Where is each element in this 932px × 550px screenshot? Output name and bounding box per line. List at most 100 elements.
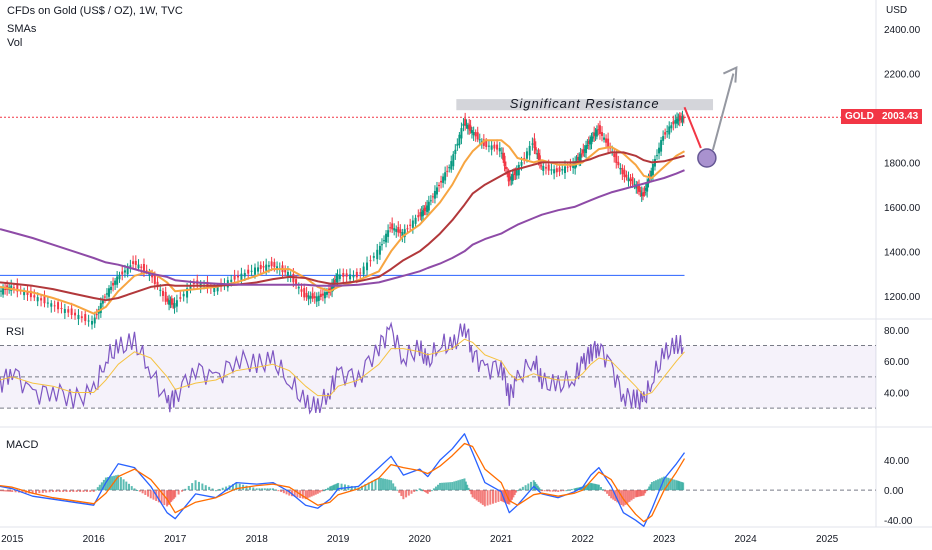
candle-body	[145, 270, 148, 272]
candle-body	[433, 190, 436, 199]
macd-histogram-bar	[637, 490, 640, 497]
candle-body	[389, 227, 392, 229]
candle-body	[660, 140, 663, 152]
candle-body	[566, 166, 569, 168]
candle-body	[110, 286, 113, 290]
macd-histogram-bar	[170, 490, 173, 502]
macd-histogram-bar	[280, 490, 283, 492]
candle-body	[558, 167, 561, 172]
candle-body	[175, 300, 178, 307]
macd-histogram-bar	[464, 481, 467, 491]
macd-histogram-bar	[585, 484, 588, 491]
candle-body	[303, 288, 306, 298]
candle-body	[378, 245, 381, 255]
candle-body	[257, 267, 260, 272]
macd-histogram-bar	[330, 485, 333, 491]
candle-body	[349, 274, 352, 280]
macd-histogram-bar	[261, 488, 264, 491]
macd-histogram-bar	[255, 488, 258, 491]
candle-body	[682, 117, 685, 119]
macd-histogram-bar	[48, 490, 51, 493]
candle-body	[658, 147, 661, 154]
candle-body	[387, 230, 390, 237]
macd-histogram-bar	[648, 486, 651, 491]
macd-histogram-bar	[184, 488, 187, 491]
candle-body	[305, 292, 308, 298]
resistance-zone	[456, 99, 714, 111]
x-tick-label: 2021	[490, 534, 513, 545]
candle-body	[414, 217, 417, 224]
macd-histogram-bar	[141, 490, 144, 494]
macd-histogram-bar	[377, 477, 380, 491]
macd-histogram-bar	[263, 488, 266, 491]
candle-body	[216, 286, 219, 292]
macd-histogram-bar	[187, 485, 190, 491]
chart-title: CFDs on Gold (US$ / OZ), 1W, TVC	[7, 5, 183, 17]
macd-histogram-bar	[11, 490, 14, 492]
macd-histogram-bar	[554, 490, 557, 492]
macd-histogram-bar	[659, 478, 662, 491]
macd-histogram-bar	[197, 481, 200, 491]
candle-body	[259, 264, 262, 270]
macd-histogram-bar	[588, 483, 591, 491]
macd-histogram-bar	[147, 490, 150, 497]
candle-body	[662, 136, 665, 141]
macd-histogram-bar	[497, 490, 500, 502]
indicator-vol-label[interactable]: Vol	[7, 37, 23, 49]
candle-body	[376, 249, 379, 260]
candle-body	[284, 269, 287, 273]
macd-histogram-bar	[599, 487, 602, 491]
macd-histogram-bar	[461, 479, 464, 491]
candle-body	[342, 272, 345, 277]
macd-histogram-bar	[646, 488, 649, 491]
macd-histogram-bar	[610, 490, 613, 499]
macd-panel-label[interactable]: MACD	[6, 439, 39, 451]
candle-body	[74, 312, 77, 316]
macd-histogram-bar	[390, 480, 393, 491]
macd-histogram-bar	[570, 488, 573, 491]
symbol-badge: GOLD	[841, 109, 878, 124]
candle-body	[627, 177, 630, 182]
macd-histogram-bar	[671, 479, 674, 491]
macd-histogram-bar	[371, 480, 374, 491]
macd-histogram-bar	[551, 490, 554, 492]
candle-body	[166, 298, 169, 302]
candle-body	[589, 139, 592, 145]
candle-body	[329, 288, 332, 290]
candle-body	[423, 208, 426, 212]
macd-histogram-bar	[31, 490, 34, 494]
candle-body	[676, 118, 679, 124]
macd-histogram-bar	[530, 481, 533, 491]
macd-histogram-bar	[638, 490, 641, 497]
macd-histogram-bar	[519, 488, 522, 491]
candle-body	[429, 200, 432, 202]
candle-body	[452, 154, 455, 167]
macd-histogram-bar	[285, 490, 288, 495]
candle-body	[426, 205, 429, 212]
macd-histogram-bar	[481, 490, 484, 505]
macd-histogram-bar	[470, 490, 473, 495]
macd-histogram-bar	[174, 490, 177, 498]
candle-body	[456, 143, 459, 146]
macd-histogram-bar	[194, 480, 197, 491]
macd-histogram-bar	[505, 490, 508, 504]
macd-histogram-bar	[119, 477, 122, 491]
candle-body	[333, 280, 336, 283]
candle-body	[63, 309, 66, 314]
macd-histogram-bar	[513, 490, 516, 495]
candle-body	[276, 266, 279, 270]
macd-histogram-bar	[38, 490, 41, 494]
candle-body	[514, 171, 517, 175]
y-tick-label: 40.00	[884, 456, 909, 467]
macd-histogram-bar	[509, 490, 512, 503]
candle-body	[170, 298, 173, 305]
macd-histogram-bar	[381, 478, 384, 491]
candle-body	[112, 282, 115, 286]
candle-body	[186, 288, 189, 298]
macd-histogram-bar	[301, 490, 304, 499]
candle-body	[123, 270, 126, 273]
indicator-smas-label[interactable]: SMAs	[7, 23, 37, 35]
candle-body	[597, 129, 600, 131]
rsi-panel-label[interactable]: RSI	[6, 326, 25, 338]
